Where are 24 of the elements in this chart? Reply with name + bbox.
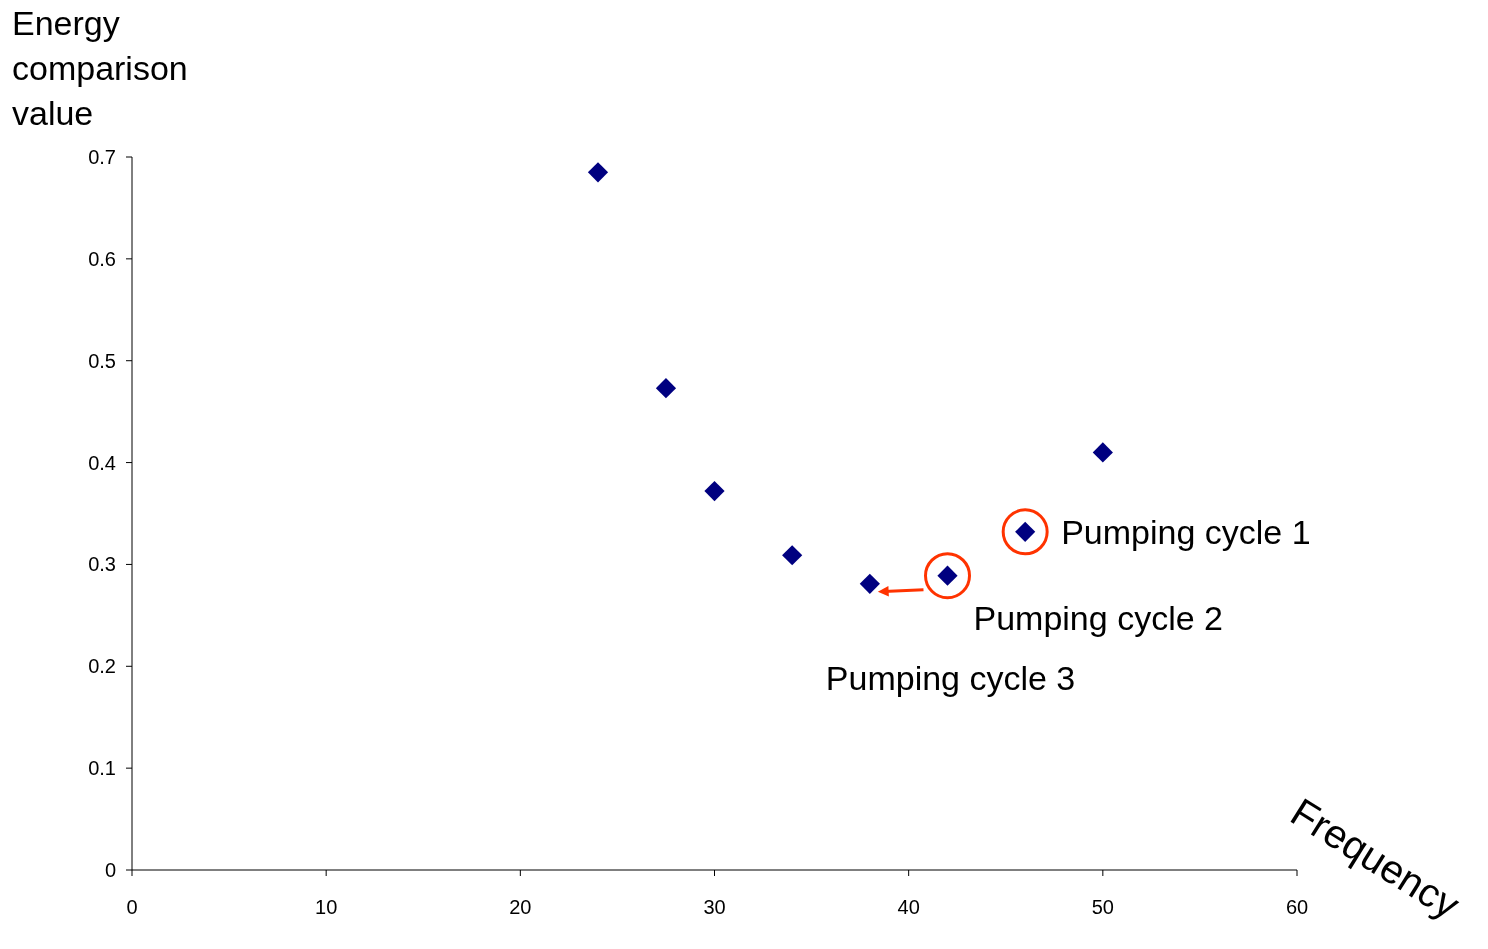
x-tick-label: 10 bbox=[315, 896, 338, 918]
x-tick-label: 40 bbox=[897, 896, 920, 918]
y-tick-label: 0.1 bbox=[88, 757, 116, 780]
point bbox=[782, 545, 803, 566]
y-tick-label: 0.2 bbox=[88, 655, 116, 678]
y-tick-label: 0.7 bbox=[88, 146, 116, 168]
x-tick-label: 50 bbox=[1091, 896, 1114, 918]
x-tick-label: 30 bbox=[703, 896, 726, 918]
x-tick-label: 0 bbox=[126, 896, 138, 918]
y-tick-label: 0.5 bbox=[88, 349, 116, 372]
y-tick-label: 0.6 bbox=[88, 247, 116, 270]
y-tick-label: 0.4 bbox=[88, 451, 116, 474]
y-axis-title: Energy comparison value bbox=[12, 4, 188, 132]
point bbox=[655, 378, 677, 399]
annotation: Pumping cycle 1 bbox=[1061, 512, 1311, 551]
point bbox=[859, 573, 880, 594]
annotation: Pumping cycle 2 bbox=[973, 598, 1223, 637]
point bbox=[704, 480, 725, 502]
y-tick-label: 0.3 bbox=[88, 553, 116, 576]
x-tick-label: 20 bbox=[509, 896, 532, 918]
point bbox=[1092, 442, 1113, 463]
annotation: Pumping cycle 3 bbox=[825, 658, 1076, 697]
point bbox=[587, 162, 609, 183]
y-tick-label: 0 bbox=[104, 859, 116, 881]
